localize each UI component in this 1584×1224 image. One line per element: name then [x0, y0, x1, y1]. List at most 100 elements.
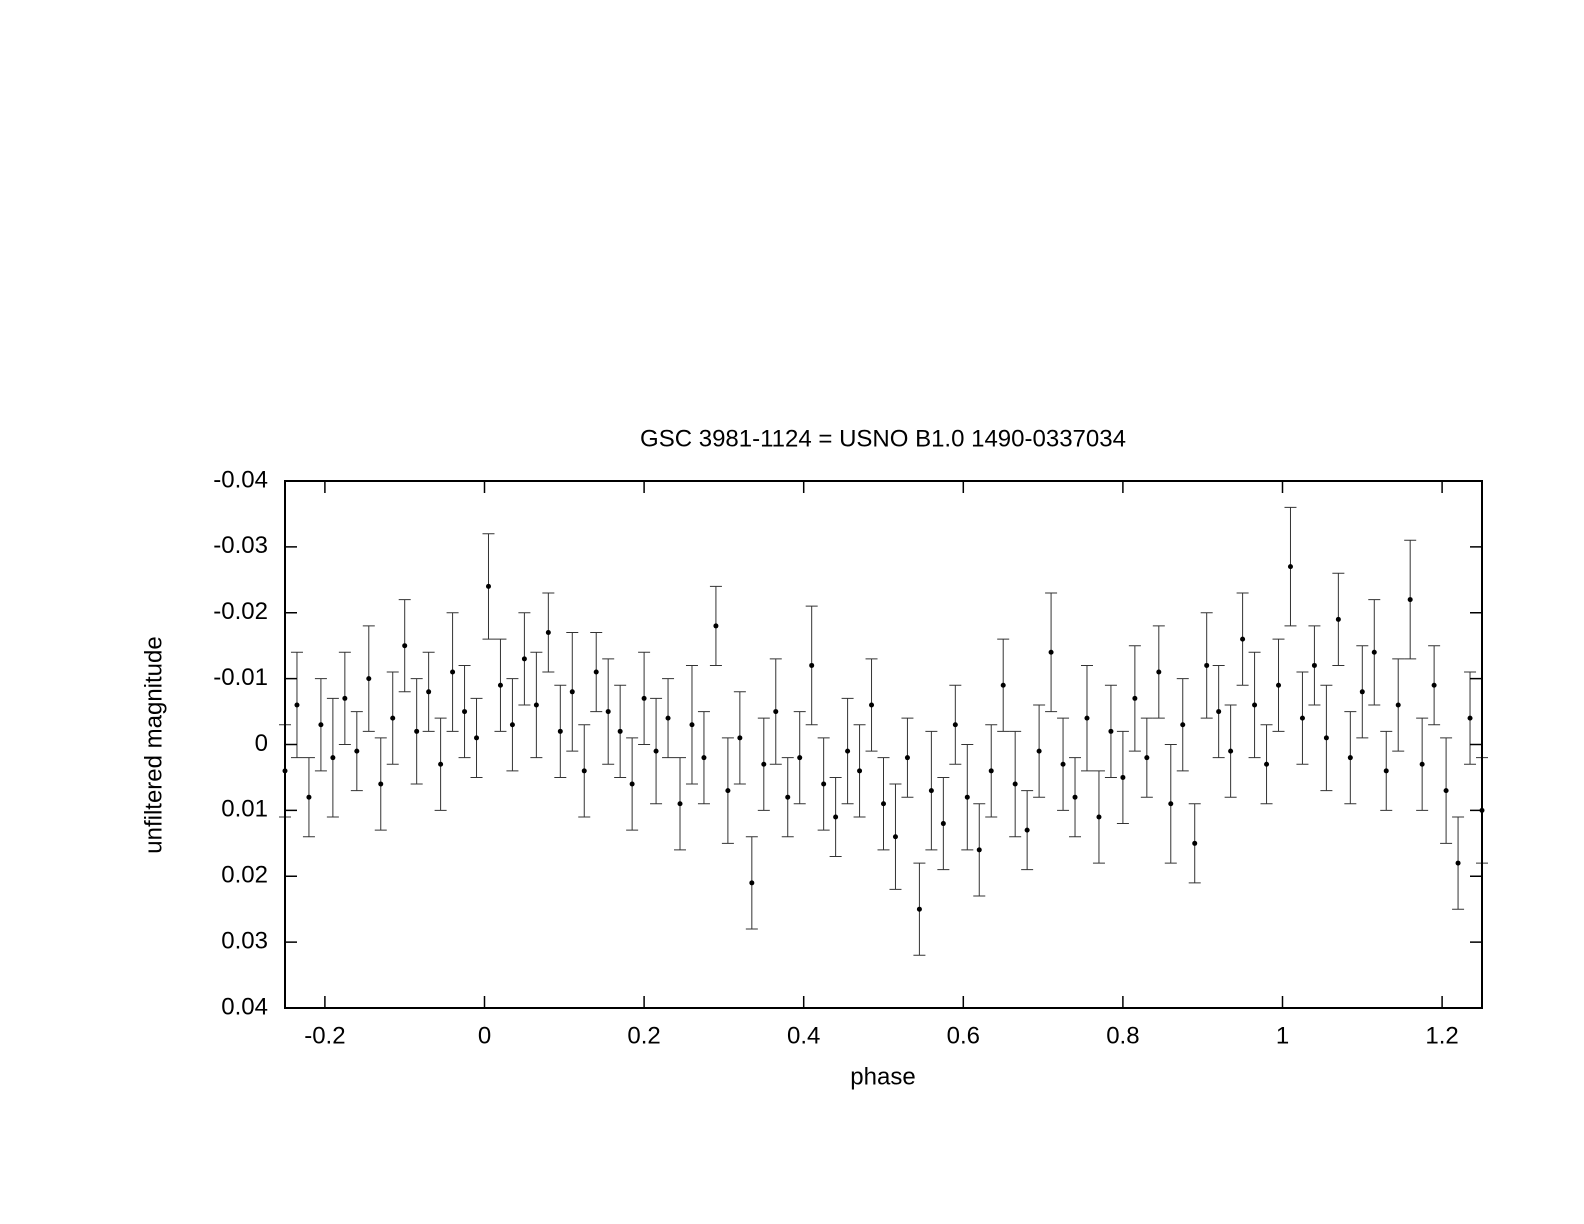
- data-point: [1036, 748, 1042, 754]
- data-point: [809, 662, 815, 668]
- data-point: [797, 755, 803, 761]
- data-point: [785, 794, 791, 800]
- data-point: [952, 722, 958, 728]
- data-point: [629, 781, 635, 787]
- x-tick-label: 1: [1276, 1022, 1289, 1049]
- data-point: [521, 656, 527, 662]
- data-point: [282, 768, 288, 774]
- data-point: [749, 880, 755, 886]
- y-tick-label: -0.01: [213, 664, 268, 691]
- data-point: [1299, 715, 1305, 721]
- data-point: [1168, 801, 1174, 807]
- data-point: [1276, 682, 1282, 688]
- data-point: [605, 709, 611, 715]
- data-point: [725, 788, 731, 794]
- data-point: [1132, 695, 1138, 701]
- data-point: [617, 728, 623, 734]
- data-point: [474, 735, 480, 741]
- data-point: [1455, 860, 1461, 866]
- data-point: [1096, 814, 1102, 820]
- data-point: [857, 768, 863, 774]
- x-axis-label: phase: [850, 1063, 915, 1090]
- data-point: [354, 748, 360, 754]
- data-point: [378, 781, 384, 787]
- data-point: [653, 748, 659, 754]
- data-point: [569, 689, 575, 695]
- data-point: [1156, 669, 1162, 675]
- data-point: [1371, 649, 1377, 655]
- data-point: [1084, 715, 1090, 721]
- data-point: [318, 722, 324, 728]
- data-point: [904, 755, 910, 761]
- data-point: [1407, 597, 1413, 603]
- data-point: [450, 669, 456, 675]
- data-point: [1383, 768, 1389, 774]
- y-axis-label: unfiltered magnitude: [140, 636, 167, 853]
- x-tick-label: 0.4: [787, 1022, 820, 1049]
- data-point: [1072, 794, 1078, 800]
- data-point: [701, 755, 707, 761]
- data-point: [1204, 662, 1210, 668]
- data-point: [581, 768, 587, 774]
- chart-title: GSC 3981-1124 = USNO B1.0 1490-0337034: [640, 425, 1126, 452]
- data-point: [1264, 761, 1270, 767]
- data-point: [1180, 722, 1186, 728]
- data-point: [916, 906, 922, 912]
- data-point: [773, 709, 779, 715]
- x-tick-label: -0.2: [304, 1022, 345, 1049]
- data-point: [1347, 755, 1353, 761]
- data-point: [1287, 564, 1293, 570]
- data-point: [1335, 616, 1341, 622]
- data-point: [1359, 689, 1365, 695]
- data-point: [1419, 761, 1425, 767]
- data-point: [1252, 702, 1258, 708]
- data-point: [1467, 715, 1473, 721]
- x-tick-label: 1.2: [1425, 1022, 1458, 1049]
- y-tick-label: 0: [255, 730, 268, 757]
- data-point: [677, 801, 683, 807]
- data-point: [1431, 682, 1437, 688]
- data-point: [330, 755, 336, 761]
- data-point: [892, 834, 898, 840]
- data-point: [1192, 840, 1198, 846]
- data-point: [1443, 788, 1449, 794]
- data-point: [1395, 702, 1401, 708]
- data-point: [1012, 781, 1018, 787]
- y-tick-label: -0.02: [213, 598, 268, 625]
- data-point: [833, 814, 839, 820]
- data-point: [533, 702, 539, 708]
- data-point: [390, 715, 396, 721]
- y-tick-label: 0.04: [221, 993, 268, 1020]
- data-point: [462, 709, 468, 715]
- x-tick-label: 0.8: [1106, 1022, 1139, 1049]
- data-point: [402, 643, 408, 649]
- data-point: [737, 735, 743, 741]
- data-point: [509, 722, 515, 728]
- data-point: [414, 728, 420, 734]
- data-point: [1228, 748, 1234, 754]
- data-point: [1108, 728, 1114, 734]
- data-point: [665, 715, 671, 721]
- data-point: [964, 794, 970, 800]
- data-point: [294, 702, 300, 708]
- data-point: [821, 781, 827, 787]
- data-point: [1024, 827, 1030, 833]
- y-tick-label: -0.03: [213, 532, 268, 559]
- data-point: [1216, 709, 1222, 715]
- data-point: [1048, 649, 1054, 655]
- x-tick-label: 0.2: [627, 1022, 660, 1049]
- data-point: [1000, 682, 1006, 688]
- data-point: [940, 821, 946, 827]
- data-point: [545, 630, 551, 636]
- data-point: [1323, 735, 1329, 741]
- data-point: [976, 847, 982, 853]
- data-point: [689, 722, 695, 728]
- x-tick-label: 0: [478, 1022, 491, 1049]
- data-point: [1479, 807, 1485, 813]
- y-tick-label: 0.01: [221, 796, 268, 823]
- data-point: [713, 623, 719, 629]
- data-point: [1240, 636, 1246, 642]
- data-point: [1311, 662, 1317, 668]
- y-tick-label: -0.04: [213, 466, 268, 493]
